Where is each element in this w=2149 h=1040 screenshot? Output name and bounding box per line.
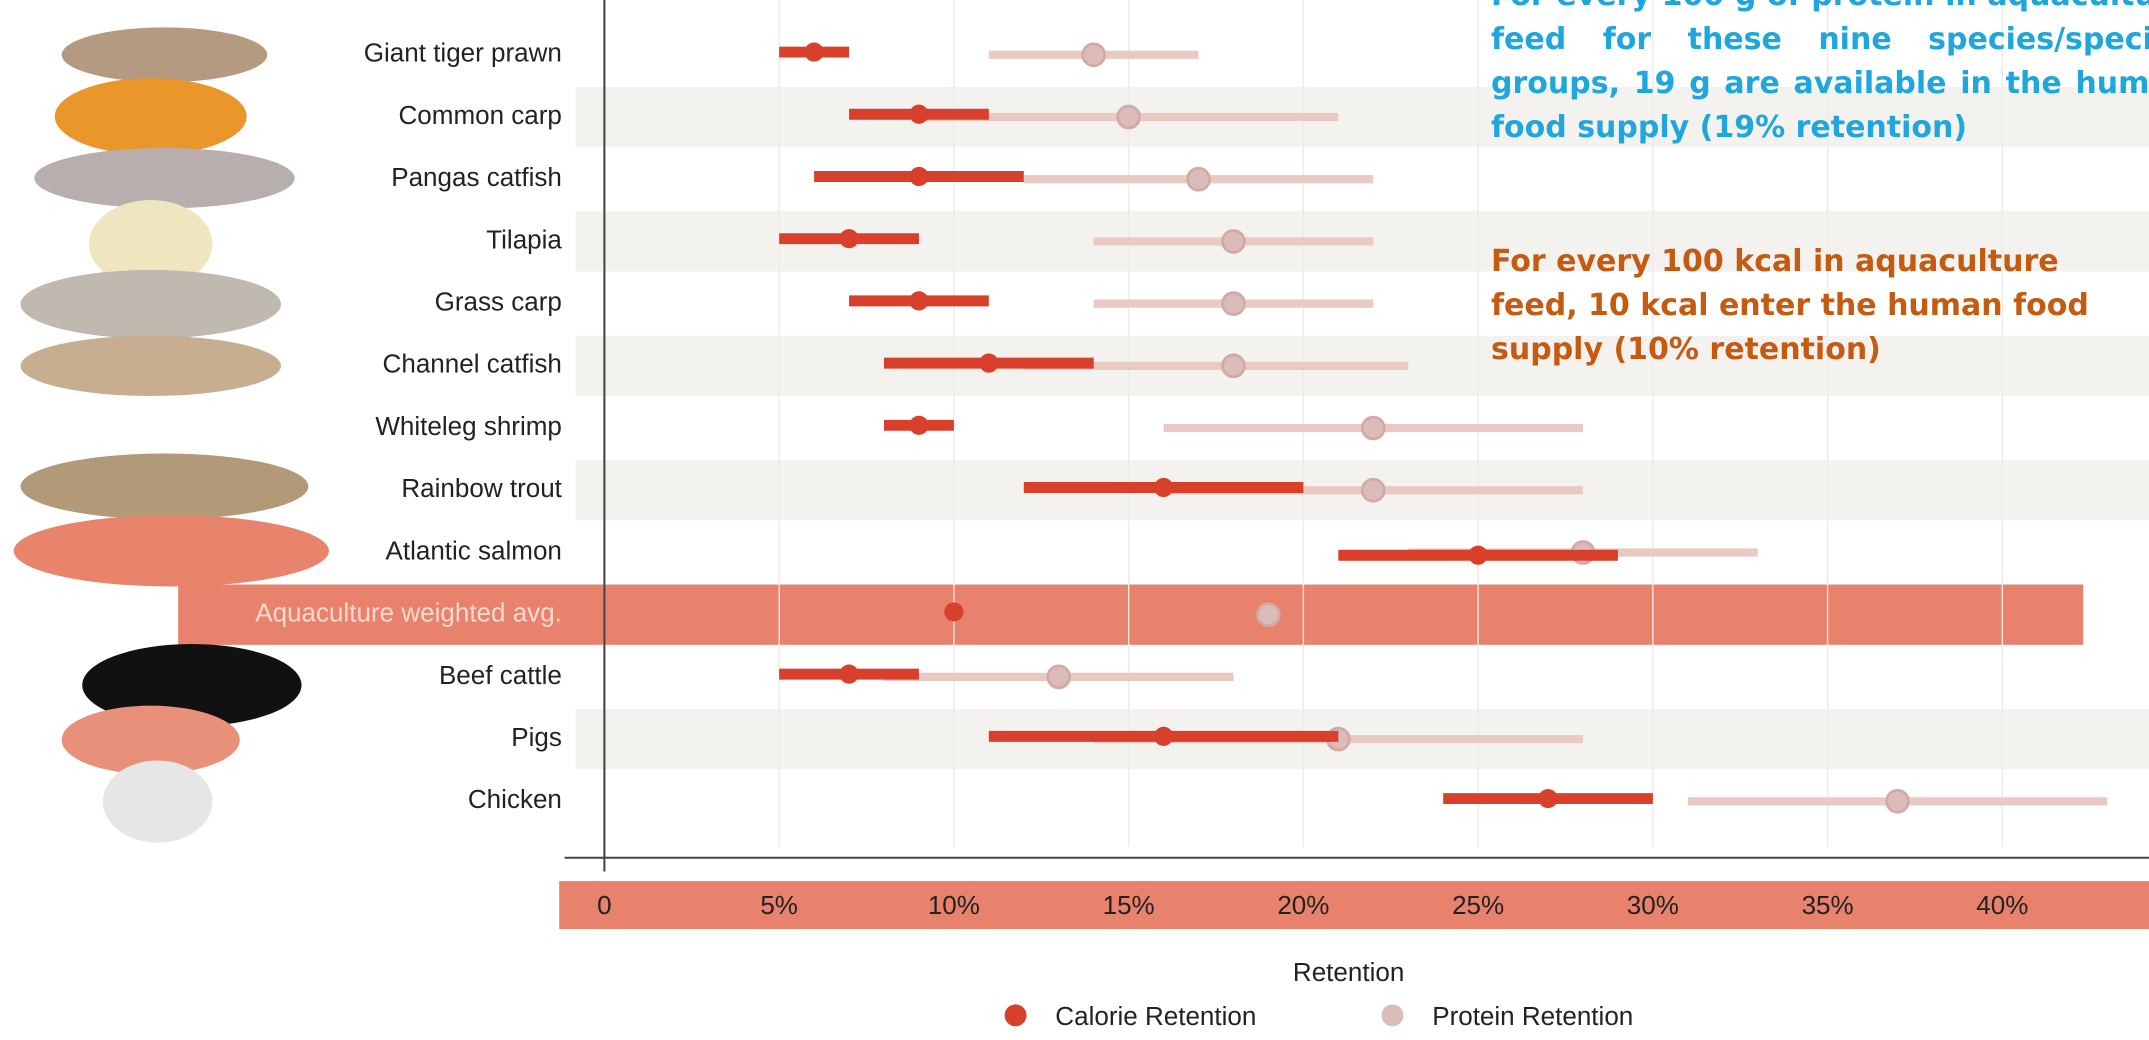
x-tick-label: 35% — [1802, 890, 1854, 920]
category-label: Tilapia — [486, 224, 562, 254]
dot — [1221, 229, 1246, 254]
category-label: Atlantic salmon — [385, 535, 561, 565]
x-tick-label: 25% — [1452, 890, 1504, 920]
x-axis-title: Retention — [1293, 957, 1404, 987]
animal-silhouette — [20, 269, 281, 339]
category-label: Pigs — [511, 722, 562, 752]
annotation: For every 100 g of protein in aquacultur… — [1491, 0, 2149, 145]
x-tick-label: 30% — [1627, 890, 1679, 920]
legend-marker — [1381, 1004, 1404, 1027]
background-layer — [178, 0, 2149, 930]
category-label: Giant tiger prawn — [364, 38, 562, 68]
dot — [1153, 726, 1174, 746]
dot — [1046, 664, 1072, 690]
category-label: Grass carp — [435, 287, 562, 317]
x-tick-label: 15% — [1103, 890, 1155, 920]
dot — [944, 602, 964, 622]
dot — [1221, 291, 1246, 316]
row-band — [575, 86, 2149, 148]
plot-layer: 0 5% 10% 15% 20% 25% 30% 35% 40% Giant tiger praw… — [255, 38, 2108, 1031]
dot — [1468, 545, 1488, 565]
animal-silhouette — [102, 760, 213, 843]
animal-silhouette — [13, 515, 329, 587]
legend-label: Calorie Retention — [1055, 1001, 1256, 1031]
dot — [909, 415, 929, 435]
category-label: Aquaculture weighted avg. — [255, 598, 562, 628]
category-label: Chicken — [468, 784, 562, 814]
category-label: Whiteleg shrimp — [375, 411, 562, 441]
animal-silhouette — [20, 335, 281, 396]
dot — [839, 664, 859, 684]
dot — [1116, 104, 1141, 130]
dot — [1221, 353, 1246, 379]
dot — [1153, 477, 1174, 498]
dot — [909, 104, 929, 124]
category-label: Pangas catfish — [391, 162, 562, 192]
x-tick-label: 20% — [1277, 890, 1329, 920]
animal-silhouette — [61, 705, 240, 775]
dot — [1360, 415, 1386, 441]
x-tick-label: 5% — [760, 890, 798, 920]
dot — [1081, 42, 1107, 68]
animal-silhouette — [20, 453, 309, 520]
dot — [804, 42, 824, 62]
dot — [839, 229, 859, 249]
category-label: Beef cattle — [439, 660, 562, 690]
dot — [1538, 788, 1558, 809]
annotation: For every 100 kcal in aquaculture feed, … — [1491, 244, 2089, 367]
x-tick-label: 40% — [1976, 890, 2028, 920]
dot — [1186, 166, 1211, 192]
category-label: Common carp — [399, 100, 562, 130]
dot — [909, 166, 929, 187]
animal-silhouettes — [13, 27, 329, 843]
dot — [1885, 788, 1910, 814]
legend-marker — [1004, 1004, 1027, 1027]
axis-band — [559, 881, 2149, 930]
x-tick-label: 0 — [597, 890, 611, 920]
dot — [1360, 477, 1386, 503]
category-label: Rainbow trout — [401, 473, 562, 503]
dot — [979, 353, 999, 373]
animal-silhouette — [54, 78, 247, 155]
legend-label: Protein Retention — [1432, 1001, 1633, 1031]
x-tick-label: 10% — [928, 890, 980, 920]
dot — [1256, 602, 1281, 628]
category-label: Channel catfish — [383, 349, 562, 379]
highlight-band — [178, 584, 2084, 645]
dot — [909, 291, 929, 311]
animal-silhouette — [34, 147, 295, 209]
animal-silhouette — [89, 200, 213, 288]
animal-silhouette — [82, 644, 302, 727]
animal-silhouette — [61, 27, 268, 83]
